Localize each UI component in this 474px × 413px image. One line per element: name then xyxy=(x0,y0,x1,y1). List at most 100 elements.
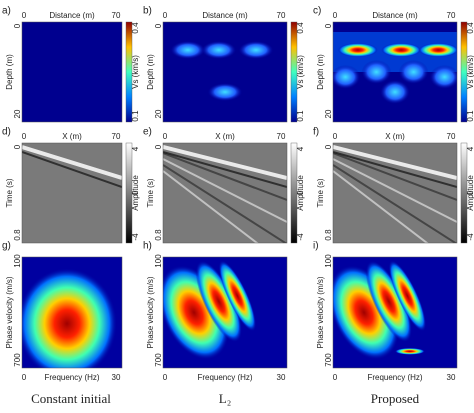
y-label: Depth (m) xyxy=(5,54,14,90)
wave xyxy=(163,170,259,243)
y-label: Phase velocity (m/s) xyxy=(5,276,14,348)
frame xyxy=(162,21,288,123)
blob xyxy=(333,65,361,89)
x-tick-label: 30 xyxy=(447,373,456,382)
image xyxy=(22,257,122,368)
blob xyxy=(361,60,392,84)
colorbar xyxy=(290,21,298,123)
x-tick-label: 0 xyxy=(163,132,168,141)
wave xyxy=(163,145,287,180)
x-tick-label: 30 xyxy=(277,373,286,382)
x-tick-label: 30 xyxy=(112,373,121,382)
x-label: X (m) xyxy=(215,132,235,141)
colorbar-label: Amplitude xyxy=(131,175,140,211)
panel-label: d) xyxy=(2,127,11,138)
y-label: Time (s) xyxy=(316,178,325,207)
blob xyxy=(22,268,117,368)
x-label: X (m) xyxy=(385,132,405,141)
image xyxy=(163,257,287,368)
colorbar xyxy=(290,142,298,244)
x-tick-label: 0 xyxy=(22,373,27,382)
wave xyxy=(163,152,287,201)
colorbar xyxy=(125,21,133,123)
frame xyxy=(21,256,123,369)
frame xyxy=(332,256,458,369)
panel-label: e) xyxy=(143,127,152,138)
blob xyxy=(395,348,425,355)
x-tick-label: 0 xyxy=(333,373,338,382)
wave xyxy=(163,158,287,223)
wave xyxy=(333,158,457,223)
y-label: Phase velocity (m/s) xyxy=(146,276,155,348)
frame xyxy=(162,256,288,369)
image xyxy=(333,257,457,368)
colorbar-tick-label: -4 xyxy=(131,233,140,241)
panel-label: h) xyxy=(143,241,152,252)
wave xyxy=(333,164,457,243)
x-tick-label: 0 xyxy=(333,11,338,20)
blob xyxy=(207,83,243,101)
blob xyxy=(398,60,429,84)
x-tick-label: 70 xyxy=(112,11,121,20)
frame xyxy=(332,21,458,123)
colorbar xyxy=(460,21,468,123)
panel: e) X (m) 0 70 Time (s) 0 0.8 -4 0 4 Amplitude xyxy=(143,127,305,244)
x-label: X (m) xyxy=(62,132,82,141)
blob xyxy=(238,41,274,59)
colorbar xyxy=(125,142,133,244)
y-label: Depth (m) xyxy=(316,54,325,90)
x-tick-label: 70 xyxy=(277,132,286,141)
x-label: Distance (m) xyxy=(372,11,418,20)
blob xyxy=(365,260,412,343)
caption: Constant initial xyxy=(31,391,111,406)
panel-label: i) xyxy=(313,241,319,252)
panel: h) Frequency (Hz) 0 30 Phase velocity (m/s) 1… xyxy=(143,241,288,382)
x-tick-label: 0 xyxy=(163,373,168,382)
panel: c) Distance (m) 0 70 Depth (m) 0 20 0.1 0.4 Vs (k… xyxy=(313,6,474,123)
colorbar-tick-label: 0 xyxy=(296,190,305,195)
y-tick-label: 0 xyxy=(13,23,22,28)
y-tick-label: 100 xyxy=(154,254,163,268)
panel-label: f) xyxy=(313,127,319,138)
blob xyxy=(429,65,457,89)
y-tick-label: 20 xyxy=(13,109,22,118)
colorbar-tick-label: 0 xyxy=(131,190,140,195)
x-tick-label: 70 xyxy=(277,11,286,20)
blob xyxy=(170,41,206,59)
image xyxy=(22,22,122,122)
blob xyxy=(337,43,378,57)
image xyxy=(333,143,457,243)
frame xyxy=(21,142,123,244)
caption: Proposed xyxy=(371,391,420,406)
y-label: Time (s) xyxy=(146,178,155,207)
colorbar-tick-label: 0.4 xyxy=(466,22,474,34)
blob xyxy=(380,80,410,104)
background xyxy=(22,143,122,243)
blob xyxy=(218,260,257,332)
y-tick-label: 700 xyxy=(154,353,163,367)
blob xyxy=(418,43,457,57)
colorbar-tick-label: 4 xyxy=(131,146,140,151)
colorbar-tick-label: 0.4 xyxy=(296,22,305,34)
wave xyxy=(163,151,287,188)
image xyxy=(163,22,287,122)
x-tick-label: 0 xyxy=(22,11,27,20)
colorbar-tick-label: 0 xyxy=(466,190,474,195)
background xyxy=(163,22,287,122)
y-tick-label: 100 xyxy=(324,254,333,268)
x-label: Distance (m) xyxy=(202,11,248,20)
y-tick-label: 0 xyxy=(324,23,333,28)
y-label: Phase velocity (m/s) xyxy=(316,276,325,348)
wave xyxy=(22,145,122,180)
x-label: Distance (m) xyxy=(49,11,95,20)
wave xyxy=(22,151,122,188)
x-tick-label: 0 xyxy=(163,11,168,20)
colorbar-tick-label: 0.4 xyxy=(131,22,140,34)
y-tick-label: 0 xyxy=(324,144,333,149)
y-tick-label: 700 xyxy=(324,353,333,367)
wave xyxy=(333,145,457,180)
blob xyxy=(388,260,427,332)
colorbar-label: Vs (km/s) xyxy=(131,55,140,89)
panel: f) X (m) 0 70 Time (s) 0 0.8 -4 0 4 Amplitude xyxy=(313,127,474,244)
colorbar-tick-label: 4 xyxy=(296,146,305,151)
